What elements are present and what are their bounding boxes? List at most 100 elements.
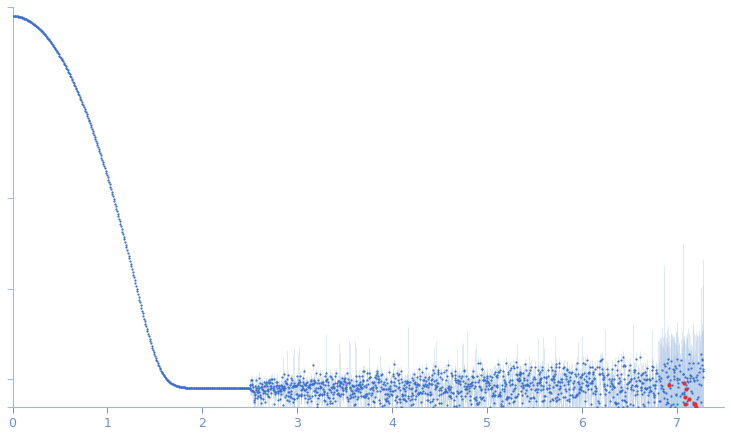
Point	[677, 371, 689, 378]
Point	[550, 398, 562, 405]
Point	[39, 31, 50, 38]
Point	[285, 387, 297, 394]
Point	[507, 363, 518, 370]
Point	[186, 385, 197, 392]
Point	[548, 375, 559, 382]
Point	[481, 372, 493, 379]
Point	[382, 391, 394, 398]
Point	[365, 405, 376, 412]
Point	[139, 318, 151, 325]
Point	[9, 13, 20, 20]
Point	[470, 394, 482, 401]
Point	[319, 397, 331, 404]
Point	[80, 107, 91, 114]
Point	[692, 395, 703, 402]
Point	[395, 395, 406, 402]
Point	[112, 210, 124, 217]
Point	[598, 380, 610, 387]
Point	[298, 368, 310, 375]
Point	[419, 408, 431, 415]
Point	[227, 385, 238, 392]
Point	[383, 384, 395, 391]
Point	[195, 385, 207, 392]
Point	[386, 388, 398, 395]
Point	[248, 383, 260, 390]
Point	[549, 395, 561, 402]
Point	[530, 420, 542, 427]
Point	[425, 398, 437, 405]
Point	[328, 384, 340, 391]
Point	[409, 381, 421, 388]
Point	[226, 385, 238, 392]
Point	[445, 383, 457, 390]
Point	[505, 395, 517, 402]
Point	[626, 428, 638, 435]
Point	[295, 387, 306, 394]
Point	[586, 364, 598, 371]
Point	[506, 381, 518, 388]
Point	[360, 382, 372, 388]
Point	[315, 406, 327, 413]
Point	[625, 386, 637, 393]
Point	[580, 361, 591, 368]
Point	[622, 379, 634, 386]
Point	[186, 385, 198, 392]
Point	[199, 385, 211, 392]
Point	[576, 379, 588, 386]
Point	[433, 392, 444, 399]
Point	[318, 396, 330, 403]
Point	[400, 377, 412, 384]
Point	[504, 417, 516, 424]
Point	[405, 385, 417, 392]
Point	[611, 390, 623, 397]
Point	[414, 373, 426, 380]
Point	[371, 368, 382, 375]
Point	[610, 418, 621, 425]
Point	[68, 80, 80, 87]
Point	[11, 13, 23, 20]
Point	[515, 368, 526, 375]
Point	[450, 371, 461, 378]
Point	[582, 386, 594, 393]
Point	[78, 104, 90, 111]
Point	[680, 385, 692, 392]
Point	[26, 19, 37, 26]
Point	[652, 419, 664, 426]
Point	[144, 337, 156, 344]
Point	[588, 375, 600, 382]
Point	[543, 382, 555, 388]
Point	[295, 392, 307, 399]
Point	[171, 382, 183, 389]
Point	[116, 225, 128, 232]
Point	[510, 382, 521, 388]
Point	[288, 379, 300, 386]
Point	[76, 98, 88, 105]
Point	[300, 381, 312, 388]
Point	[393, 371, 404, 378]
Point	[364, 373, 376, 380]
Point	[323, 385, 335, 392]
Point	[311, 389, 323, 396]
Point	[503, 378, 515, 385]
Point	[397, 390, 409, 397]
Point	[638, 402, 650, 409]
Point	[466, 379, 478, 386]
Point	[457, 378, 469, 385]
Point	[450, 392, 462, 399]
Point	[17, 14, 29, 21]
Point	[291, 390, 303, 397]
Point	[620, 410, 632, 417]
Point	[277, 385, 289, 392]
Point	[173, 383, 184, 390]
Point	[554, 384, 566, 391]
Point	[567, 416, 578, 423]
Point	[564, 374, 576, 381]
Point	[477, 373, 489, 380]
Point	[460, 385, 471, 392]
Point	[324, 397, 336, 404]
Point	[667, 375, 679, 382]
Point	[644, 386, 656, 393]
Point	[658, 408, 670, 415]
Point	[432, 379, 444, 386]
Point	[467, 373, 479, 380]
